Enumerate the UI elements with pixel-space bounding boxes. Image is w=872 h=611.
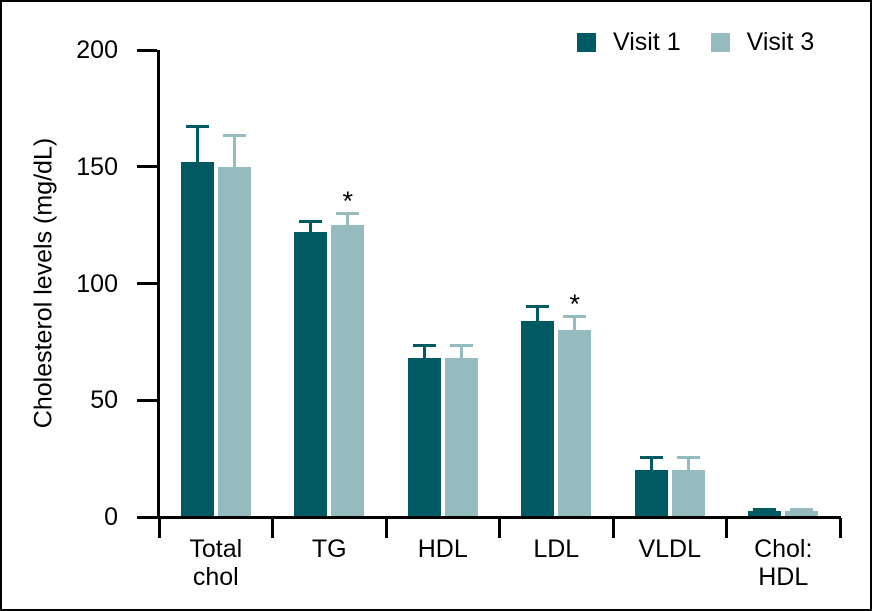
legend-swatch-visit1 — [577, 32, 596, 52]
x-category-label-line: chol — [192, 563, 239, 591]
x-category-label-line: LDL — [533, 535, 580, 563]
x-boundary-tick-1 — [271, 518, 274, 538]
x-category-label-vldl: VLDL — [614, 535, 726, 563]
error-bar-cap-visit-1-total-chol — [185, 124, 209, 128]
bar-visit-1-total-chol — [180, 162, 214, 517]
error-bar-cap-visit-1-tg — [299, 220, 323, 224]
error-bar-stem-visit-1-ldl — [536, 304, 540, 321]
y-tick-50 — [137, 398, 157, 402]
y-tick-100 — [137, 282, 157, 285]
error-bar-cap-visit-3-ldl — [563, 315, 587, 319]
x-category-label-line: HDL — [758, 563, 809, 591]
error-bar-cap-visit-1-ldl — [526, 304, 550, 308]
legend-item-visit1: Visit 1 — [577, 29, 681, 55]
error-bar-stem-visit-1-total-chol — [195, 124, 199, 163]
error-bar-cap-visit-3-chol-hdl — [790, 507, 814, 511]
y-axis-line — [157, 50, 160, 519]
legend-item-visit3: Visit 3 — [710, 28, 815, 56]
bar-visit-1-hdl — [407, 358, 441, 517]
error-bar-stem-visit-3-vldl — [686, 456, 690, 471]
bar-visit-3-chol-hdl — [785, 511, 819, 517]
error-bar-stem-visit-1-tg — [309, 220, 313, 233]
bar-visit-1-chol-hdl — [748, 511, 782, 517]
x-boundary-tick-6 — [838, 518, 842, 538]
y-tick-label-150: 150 — [76, 152, 118, 181]
y-tick-label-200: 200 — [76, 36, 118, 64]
error-bar-cap-visit-3-vldl — [676, 456, 700, 460]
error-bar-cap-visit-3-tg — [336, 212, 360, 216]
x-boundary-tick-3 — [498, 518, 501, 538]
error-bar-stem-visit-3-hdl — [459, 344, 463, 359]
y-tick-label-0: 0 — [104, 503, 118, 531]
error-bar-stem-visit-1-vldl — [649, 456, 653, 471]
y-tick-150 — [137, 165, 157, 169]
y-tick-label-50: 50 — [90, 386, 118, 415]
bar-visit-1-tg — [294, 232, 328, 517]
error-bar-stem-visit-3-ldl — [573, 315, 577, 331]
x-axis-line — [157, 516, 841, 519]
x-category-label-hdl: HDL — [387, 535, 499, 563]
bar-visit-3-vldl — [671, 470, 705, 517]
x-category-label-line: TG — [311, 535, 347, 563]
legend: Visit 1 Visit 3 — [577, 29, 814, 55]
x-boundary-tick-2 — [384, 518, 388, 538]
error-bar-stem-visit-3-tg — [346, 212, 350, 226]
bar-visit-3-hdl — [444, 358, 478, 517]
error-bar-cap-visit-3-hdl — [449, 344, 473, 348]
x-category-label-chol-hdl: Chol: HDL — [727, 535, 839, 591]
x-category-label-line: HDL — [417, 535, 468, 563]
error-bar-cap-visit-3-total-chol — [222, 134, 246, 138]
x-category-label-line: VLDL — [638, 535, 702, 563]
error-bar-cap-visit-1-vldl — [639, 456, 663, 460]
x-boundary-tick-0 — [157, 518, 161, 538]
significance-asterisk-tg: * — [342, 186, 353, 217]
legend-swatch-visit3 — [710, 32, 730, 52]
x-boundary-tick-4 — [611, 518, 615, 538]
error-bar-cap-visit-1-chol-hdl — [753, 507, 777, 511]
bar-visit-3-tg — [331, 225, 365, 517]
bar-visit-3-ldl — [558, 330, 592, 517]
error-bar-stem-visit-3-total-chol — [232, 134, 236, 167]
bar-visit-3-total-chol — [217, 166, 251, 517]
x-category-label-line: Chol: — [754, 535, 813, 563]
x-category-label-total-chol: Total chol — [160, 535, 272, 591]
bar-visit-1-vldl — [634, 470, 668, 517]
significance-asterisk-ldl: * — [569, 289, 580, 320]
legend-label-visit1: Visit 1 — [613, 28, 681, 56]
error-bar-cap-visit-1-hdl — [412, 344, 436, 348]
legend-label-visit3: Visit 3 — [746, 28, 815, 56]
y-tick-200 — [137, 48, 157, 52]
x-category-label-tg: TG — [273, 535, 385, 563]
x-category-label-line: Total — [189, 535, 243, 563]
x-category-label-ldl: LDL — [500, 535, 612, 563]
x-boundary-tick-5 — [725, 518, 728, 538]
error-bar-stem-visit-1-hdl — [422, 344, 426, 359]
y-tick-0 — [137, 515, 157, 519]
y-tick-label-100: 100 — [76, 269, 118, 298]
bar-visit-1-ldl — [521, 320, 555, 517]
